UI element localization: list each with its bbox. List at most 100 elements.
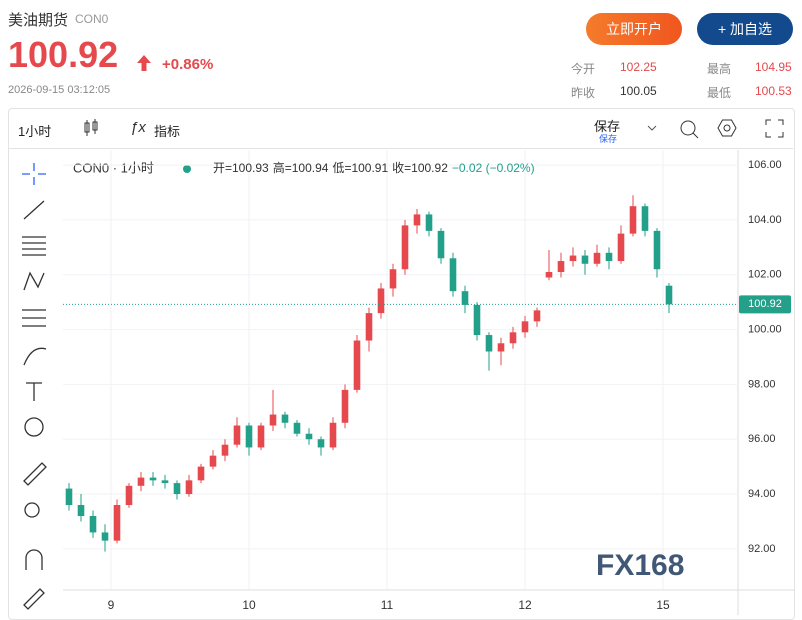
projection-tool[interactable]: [22, 309, 46, 327]
candle-body: [593, 252, 601, 264]
stat-label: 最低: [707, 86, 732, 100]
code: CON0: [75, 12, 109, 26]
candle-body: [233, 425, 241, 445]
watchlist-button[interactable]: + 加自选: [697, 13, 793, 45]
stat-value: 100.53: [755, 84, 792, 98]
candle-body: [149, 477, 157, 481]
stat-value: 100.05: [620, 84, 657, 98]
candle-body: [641, 206, 649, 231]
up-arrow: [137, 55, 151, 71]
candle-body: [173, 483, 181, 495]
candle-body: [425, 214, 433, 231]
save-button[interactable]: 保存: [594, 119, 621, 134]
save-menu[interactable]: [647, 125, 657, 131]
candle-body: [413, 214, 421, 226]
candle-body: [581, 255, 589, 264]
title: 美油期货: [8, 12, 69, 29]
legend-stat: 低=100.91: [332, 161, 388, 175]
candle-body: [257, 425, 265, 448]
candle-body: [341, 389, 349, 423]
change: +0.86%: [162, 56, 214, 73]
candle-body: [617, 233, 625, 262]
candle-body: [89, 515, 97, 533]
candle-body: [449, 258, 457, 292]
candle-body: [137, 477, 145, 486]
fx-icon[interactable]: ƒx: [130, 119, 146, 136]
candle-body: [185, 480, 193, 495]
legend-stat: −0.02 (−0.02%): [452, 161, 535, 175]
last-price-box: [739, 295, 791, 314]
indicators-button[interactable]: 指标: [154, 124, 181, 139]
status-dot: [183, 165, 191, 173]
magnet-tool[interactable]: [25, 549, 43, 570]
y-tick-label: 98.00: [748, 378, 776, 390]
candle-body: [377, 288, 385, 314]
ruler-tool[interactable]: [23, 462, 47, 486]
stat-label: 昨收: [571, 86, 596, 100]
candle-body: [389, 269, 397, 289]
candle-body: [437, 230, 445, 259]
candle-body: [545, 271, 553, 278]
x-tick-label: 10: [242, 598, 256, 612]
emoji-tool[interactable]: [24, 417, 44, 437]
candle-body: [521, 321, 529, 333]
candle-body: [485, 335, 493, 352]
fullscreen-icon[interactable]: [765, 119, 784, 138]
toolbar-icons: [647, 119, 784, 139]
stat-value: 104.95: [755, 60, 792, 74]
stat-label: 今开: [571, 62, 596, 76]
candle-body: [197, 466, 205, 481]
x-tick-label: 9: [108, 598, 115, 612]
x-tick-label: 12: [518, 598, 532, 612]
candle-body: [461, 291, 469, 305]
interval-button[interactable]: 1小时: [18, 124, 52, 139]
candle-body: [497, 343, 505, 352]
y-tick-label: 100.00: [748, 323, 782, 335]
candle-body: [401, 225, 409, 270]
brush-tool[interactable]: [23, 347, 47, 366]
y-tick-label: 102.00: [748, 269, 782, 281]
crosshair-tool[interactable]: [22, 163, 46, 185]
candle-body: [209, 455, 217, 467]
save-sub: 保存: [599, 134, 618, 144]
price: 100.92: [8, 34, 119, 75]
y-tick-label: 92.00: [748, 543, 776, 555]
toolbar-divider: [9, 148, 793, 149]
candle-body: [629, 206, 637, 234]
candle-body: [305, 433, 313, 440]
candle-body: [221, 444, 229, 456]
open-account-button[interactable]: 立即开户: [586, 13, 682, 45]
candle-body: [245, 425, 253, 448]
chart-title: CON0 · 1小时: [73, 160, 154, 175]
candle-body: [353, 340, 361, 390]
pattern-tool[interactable]: [23, 271, 45, 291]
line-tool[interactable]: [23, 200, 45, 220]
candle-body: [125, 485, 133, 506]
alert-icon[interactable]: [680, 120, 699, 139]
zoom-tool[interactable]: [24, 502, 40, 518]
y-tick-label: 96.00: [748, 433, 776, 445]
stat-value: 102.25: [620, 60, 657, 74]
drawing-tools: [22, 163, 47, 610]
candle-body: [293, 422, 301, 434]
lock-tool[interactable]: [23, 588, 45, 610]
candle-body: [269, 414, 277, 426]
settings-icon[interactable]: [717, 119, 737, 137]
x-tick-label: 15: [656, 598, 670, 612]
candle-body: [161, 480, 169, 484]
candle-body: [329, 422, 337, 448]
candle-style-icon[interactable]: [82, 118, 100, 138]
candle-body: [533, 310, 541, 322]
x-tick-label: 11: [381, 598, 394, 612]
legend-stat: 收=100.92: [392, 161, 448, 175]
candle-body: [365, 313, 373, 341]
text-tool[interactable]: [26, 382, 42, 401]
candle-body: [665, 285, 673, 305]
candle-body: [509, 332, 517, 344]
y-tick-label: 104.00: [748, 214, 782, 226]
fib-tool[interactable]: [22, 236, 46, 256]
legend-stat: 开=100.93: [213, 161, 269, 175]
candle-body: [653, 230, 661, 270]
y-tick-label: 106.00: [748, 159, 782, 171]
